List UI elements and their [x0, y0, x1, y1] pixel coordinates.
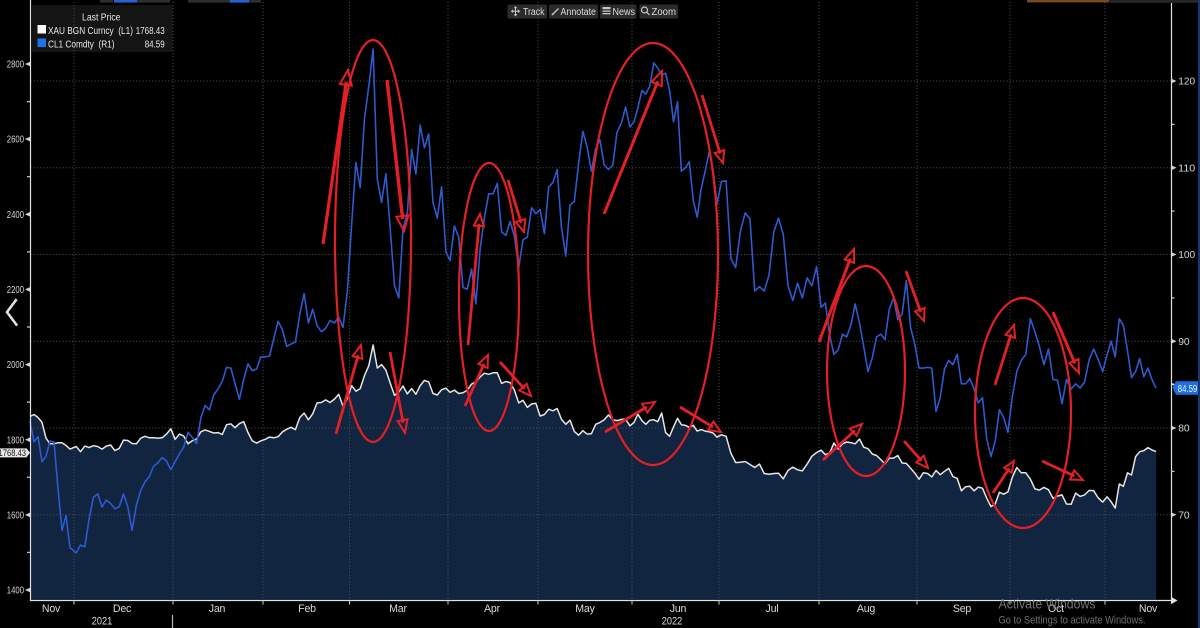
- svg-text:Annotate: Annotate: [561, 7, 597, 18]
- svg-text:Mar: Mar: [389, 603, 407, 615]
- svg-text:2022: 2022: [662, 616, 683, 628]
- svg-text:1600: 1600: [7, 510, 24, 522]
- svg-text:100: 100: [1178, 249, 1195, 261]
- svg-text:Zoom: Zoom: [652, 7, 677, 18]
- svg-text:2021: 2021: [92, 616, 113, 628]
- svg-text:Go to Settings to activate Win: Go to Settings to activate Windows.: [999, 615, 1146, 627]
- svg-text:Apr: Apr: [484, 603, 501, 615]
- svg-text:Feb: Feb: [298, 603, 316, 615]
- svg-text:Oct: Oct: [1048, 603, 1064, 615]
- svg-text:1768.43: 1768.43: [0, 448, 26, 459]
- svg-text:Aug: Aug: [857, 603, 876, 615]
- svg-text:1800: 1800: [7, 434, 24, 446]
- svg-text:2800: 2800: [7, 59, 24, 71]
- svg-text:Sep: Sep: [953, 603, 972, 615]
- svg-text:84.59: 84.59: [145, 39, 165, 50]
- svg-text:Jun: Jun: [670, 603, 687, 615]
- svg-text:90: 90: [1178, 336, 1190, 348]
- svg-text:Activate Windows: Activate Windows: [999, 597, 1096, 612]
- svg-text:Nov: Nov: [1139, 603, 1158, 615]
- svg-text:CL1 Comdty (R1): CL1 Comdty (R1): [48, 39, 115, 50]
- svg-text:May: May: [575, 603, 595, 615]
- svg-text:110: 110: [1178, 162, 1195, 174]
- svg-text:1768.43: 1768.43: [136, 26, 165, 37]
- svg-text:1400: 1400: [7, 585, 24, 597]
- svg-text:Last Price: Last Price: [82, 13, 121, 24]
- svg-text:Dec: Dec: [113, 603, 132, 615]
- svg-text:2400: 2400: [7, 209, 24, 221]
- svg-text:84.59: 84.59: [1178, 383, 1198, 395]
- svg-text:Jul: Jul: [766, 603, 779, 615]
- svg-text:Track: Track: [523, 7, 545, 18]
- svg-text:120: 120: [1178, 76, 1195, 88]
- svg-text:Nov: Nov: [42, 603, 61, 615]
- svg-text:Jan: Jan: [209, 603, 226, 615]
- svg-text:70: 70: [1178, 509, 1190, 521]
- svg-text:XAU BGN Curncy (L1): XAU BGN Curncy (L1): [48, 26, 133, 37]
- svg-text:80: 80: [1178, 423, 1190, 435]
- svg-text:2600: 2600: [7, 134, 24, 146]
- svg-text:2200: 2200: [7, 284, 24, 296]
- svg-text:2000: 2000: [7, 359, 24, 371]
- svg-text:News: News: [613, 7, 636, 18]
